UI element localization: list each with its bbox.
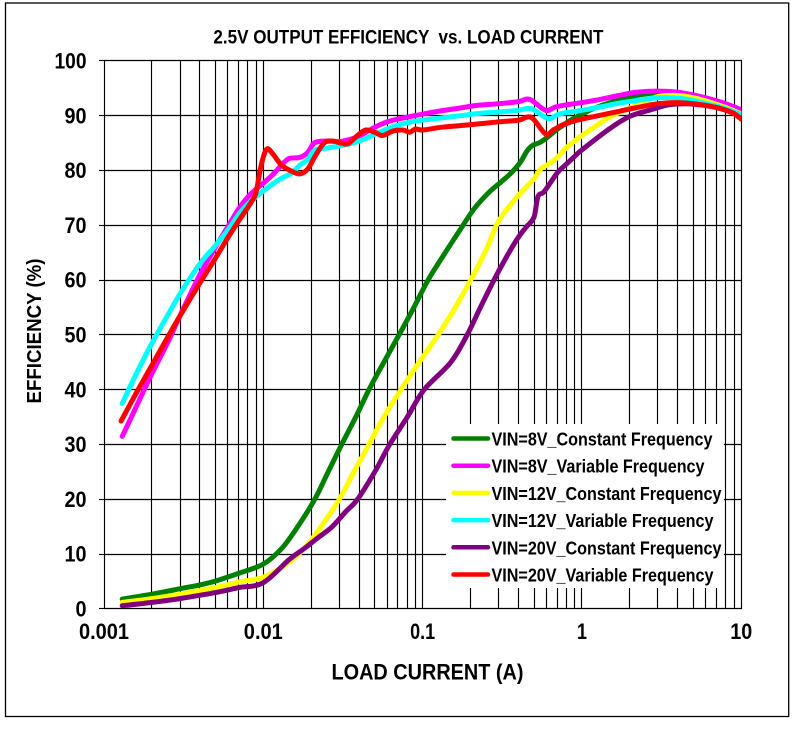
svg-text:10: 10 (65, 542, 87, 567)
svg-text:2.5V OUTPUT EFFICIENCY vs. LO: 2.5V OUTPUT EFFICIENCY vs. LOAD CURRENT (213, 26, 603, 48)
svg-text:50: 50 (65, 323, 87, 348)
svg-text:VIN=8V_Constant Frequency: VIN=8V_Constant Frequency (492, 430, 713, 450)
svg-text:40: 40 (65, 377, 87, 402)
svg-text:90: 90 (65, 103, 87, 128)
svg-text:EFFICIENCY (%): EFFICIENCY (%) (23, 259, 46, 404)
svg-text:LOAD CURRENT (A): LOAD CURRENT (A) (332, 660, 524, 685)
svg-text:30: 30 (65, 432, 87, 457)
svg-text:VIN=20V_Constant Frequency: VIN=20V_Constant Frequency (492, 538, 722, 558)
svg-text:0.001: 0.001 (79, 619, 129, 644)
svg-text:VIN=12V_Constant Frequency: VIN=12V_Constant Frequency (492, 484, 722, 504)
svg-text:0.01: 0.01 (244, 619, 283, 644)
svg-text:0: 0 (76, 597, 87, 622)
svg-text:10: 10 (730, 619, 752, 644)
svg-text:VIN=20V_Variable Frequency: VIN=20V_Variable Frequency (492, 566, 714, 586)
svg-text:70: 70 (65, 213, 87, 238)
svg-text:0.1: 0.1 (410, 619, 435, 644)
svg-text:20: 20 (65, 487, 87, 512)
svg-text:100: 100 (55, 49, 87, 74)
svg-text:1: 1 (577, 619, 587, 644)
svg-text:VIN=8V_Variable Frequency: VIN=8V_Variable Frequency (492, 457, 705, 477)
svg-text:VIN=12V_Variable Frequency: VIN=12V_Variable Frequency (492, 511, 714, 531)
svg-text:80: 80 (65, 158, 87, 183)
svg-text:60: 60 (65, 268, 87, 293)
